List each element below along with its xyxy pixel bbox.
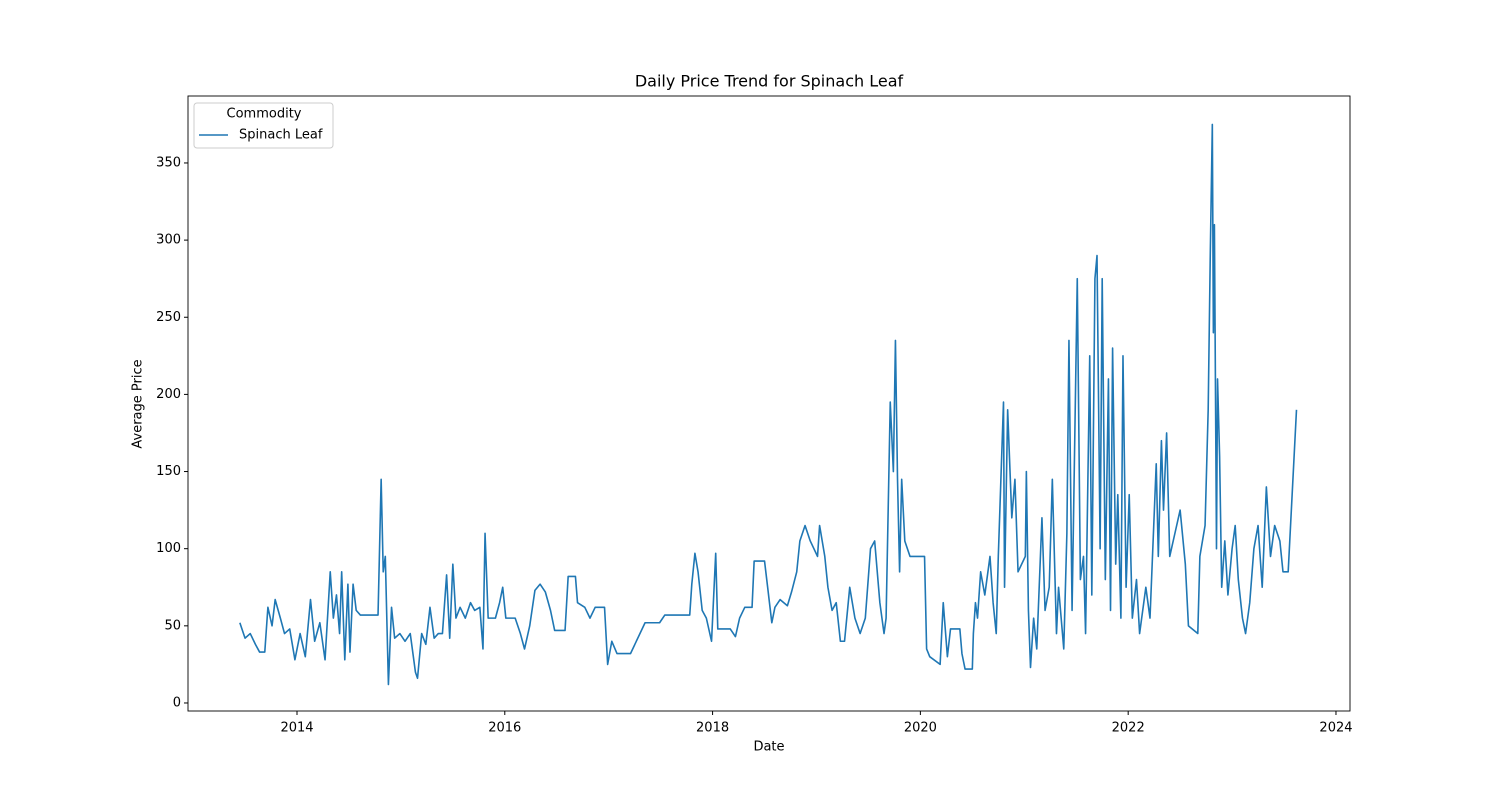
x-tick-label: 2020 [904, 721, 937, 736]
y-tick-label: 150 [156, 464, 181, 479]
legend-title: Commodity [227, 107, 302, 122]
line [239, 123, 1298, 686]
y-tick-label: 300 [156, 233, 181, 248]
y-tick-label: 0 [173, 695, 181, 710]
plot-frame [187, 95, 1351, 712]
x-tick-label: 2018 [696, 721, 729, 736]
y-tick-label: 200 [156, 387, 181, 402]
y-tick-label: 50 [164, 618, 181, 633]
x-tick-label: 2014 [280, 721, 313, 736]
legend-box [193, 102, 334, 149]
y-axis-label: Average Price [131, 359, 146, 448]
chart-title: Daily Price Trend for Spinach Leaf [635, 72, 904, 91]
x-tick-label: 2016 [488, 721, 521, 736]
legend-label: Spinach Leaf [239, 128, 323, 143]
y-tick-label: 100 [156, 541, 181, 556]
x-tick-label: 2022 [1112, 721, 1145, 736]
x-tick-label: 2024 [1319, 721, 1352, 736]
y-tick-label: 250 [156, 310, 181, 325]
y-tick-label: 350 [156, 155, 181, 170]
x-axis-label: Date [753, 740, 784, 755]
